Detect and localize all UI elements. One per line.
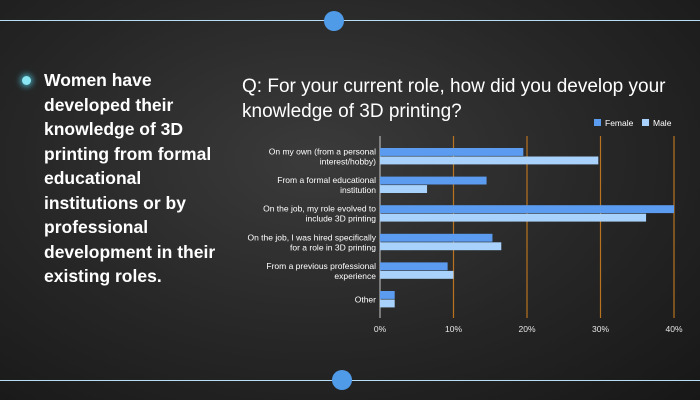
x-tick-label: 0% — [374, 324, 387, 334]
x-tick-label: 30% — [592, 324, 609, 334]
bullet-icon — [22, 76, 31, 85]
bar-chart: 0% 10% 20% 30% 40% On my own (from a personal… — [247, 118, 682, 334]
bar-female — [380, 205, 674, 214]
bar-male — [380, 213, 647, 222]
legend-label-male: Male — [653, 118, 672, 128]
bar-male — [380, 185, 428, 193]
bar-male — [380, 299, 395, 308]
category-label: On my own (from a personal interest/hobby… — [269, 147, 376, 167]
bar-male — [380, 156, 599, 165]
category-label: On the job, I was hired specifically for … — [247, 232, 376, 252]
category-label: Other — [355, 295, 376, 305]
chart-title: Q: For your current role, how did you de… — [242, 76, 666, 122]
top-divider-line — [0, 20, 700, 21]
bar-female — [380, 148, 524, 156]
legend-label-female: Female — [605, 118, 634, 128]
bar-female — [380, 262, 448, 271]
x-tick-label: 20% — [518, 324, 535, 334]
legend-swatch-male — [642, 119, 649, 126]
category-label: From a formal educational institution — [277, 175, 376, 195]
bar-female — [380, 233, 493, 242]
top-divider-dot — [324, 11, 344, 31]
x-tick-label: 10% — [445, 324, 462, 334]
legend-swatch-female — [594, 119, 601, 126]
x-tick-label: 40% — [665, 324, 682, 334]
bar-male — [380, 270, 454, 279]
category-label: On the job, my role evolved to include 3D… — [263, 204, 376, 224]
bar-female — [380, 291, 395, 299]
bar-female — [380, 176, 487, 185]
key-finding-text: Women have developed their knowledge of … — [44, 70, 216, 286]
key-finding: Women have developed their knowledge of … — [22, 68, 227, 289]
bar-male — [380, 242, 502, 251]
category-label: From a previous professional experience — [266, 261, 376, 281]
bottom-divider-dot — [332, 370, 352, 390]
